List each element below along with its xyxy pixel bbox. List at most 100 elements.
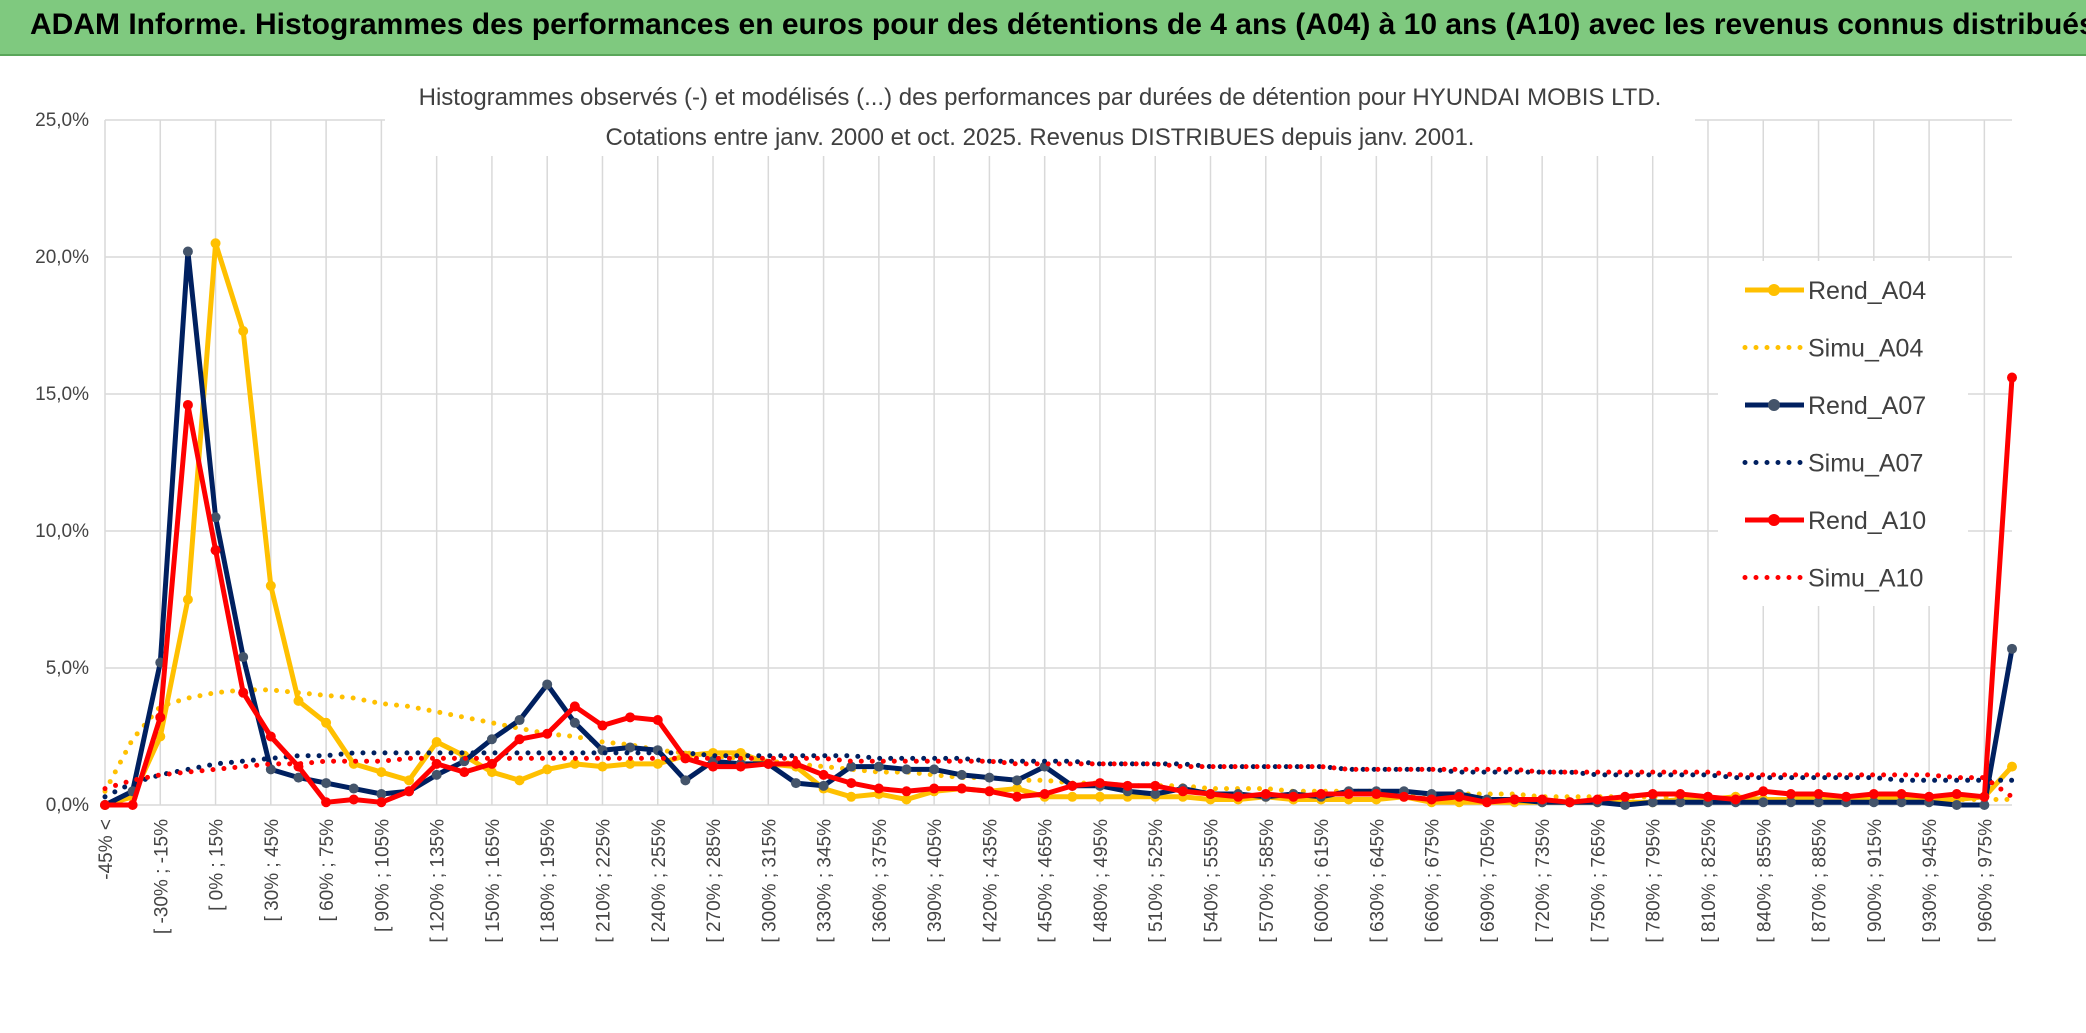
data-point (238, 687, 249, 698)
data-point (321, 717, 332, 728)
data-point (1868, 789, 1879, 800)
data-point (1316, 789, 1327, 800)
data-point (1730, 794, 1741, 805)
data-point (873, 761, 884, 772)
data-point (2007, 643, 2017, 654)
data-point (542, 764, 553, 775)
data-point (210, 512, 221, 523)
data-point (486, 734, 497, 745)
series-line-simu-a10 (102, 755, 2015, 800)
data-point (1288, 791, 1299, 802)
x-tick-label: [ 390% ; 405% (925, 819, 946, 943)
data-point (1481, 797, 1492, 808)
data-point (182, 594, 193, 605)
x-tick-label: [ 450% ; 465% (1036, 819, 1057, 943)
data-point (127, 800, 138, 810)
legend-label: Simu_A04 (1808, 335, 1923, 363)
data-point (901, 764, 912, 775)
x-tick-label: [ 660% ; 675% (1423, 819, 1444, 943)
data-point (1896, 797, 1907, 808)
x-tick-label: [ 780% ; 795% (1644, 819, 1665, 943)
x-tick-label: [ 240% ; 255% (649, 819, 670, 943)
data-point (1951, 789, 1962, 800)
x-tick-label: [ 720% ; 735% (1533, 819, 1554, 943)
data-point (901, 786, 912, 797)
x-tick-label: [ 870% ; 885% (1810, 819, 1831, 943)
x-tick-label: [ 750% ; 765% (1588, 819, 1609, 943)
data-point (100, 800, 110, 810)
data-point (984, 772, 995, 783)
data-point (569, 717, 580, 728)
data-point (238, 325, 249, 336)
data-point (265, 580, 276, 591)
data-point (1675, 797, 1686, 808)
data-point (1537, 794, 1548, 805)
data-point (1951, 800, 1962, 810)
x-tick-label: [ 150% ; 165% (483, 819, 504, 943)
data-point (680, 775, 691, 786)
legend: Rend_A04 Simu_A04 Rend_A07 Simu_A07 Rend_A10… (1718, 261, 1968, 606)
x-tick-label: [ 210% ; 225% (593, 819, 614, 943)
data-point (1150, 780, 1161, 791)
data-point (1177, 786, 1188, 797)
legend-marker (1768, 284, 1780, 296)
data-point (1758, 786, 1769, 797)
data-point (1564, 797, 1575, 808)
data-point (818, 780, 829, 791)
data-point (1758, 797, 1769, 808)
data-point (238, 652, 249, 663)
data-point (956, 769, 967, 780)
data-point (1150, 789, 1161, 800)
data-point (1094, 791, 1105, 802)
data-point (790, 758, 801, 769)
data-point (1260, 789, 1271, 800)
data-point (348, 783, 359, 794)
data-point (1012, 783, 1023, 794)
data-point (652, 715, 663, 726)
data-point (431, 769, 442, 780)
x-tick-label: [ 630% ; 645% (1367, 819, 1388, 943)
data-point (542, 679, 553, 690)
data-point (846, 778, 857, 789)
x-tick-label: [ 930% ; 945% (1920, 819, 1941, 943)
data-point (901, 794, 912, 805)
data-point (625, 758, 636, 769)
data-point (652, 758, 663, 769)
y-tick-label: 15,0% (35, 384, 89, 405)
data-point (1343, 789, 1354, 800)
legend-label: Rend_A04 (1808, 277, 1926, 305)
data-point (459, 767, 470, 778)
chart-subtitle: Cotations entre janv. 2000 et oct. 2025.… (606, 124, 1475, 151)
data-point (1868, 797, 1879, 808)
series-line-rend-a10 (105, 377, 2015, 808)
data-point (210, 545, 221, 556)
data-point (763, 758, 774, 769)
data-point (1426, 794, 1437, 805)
data-point (404, 775, 415, 786)
data-point (404, 786, 415, 797)
data-point (1122, 780, 1133, 791)
x-tick-label: [ 510% ; 525% (1146, 819, 1167, 943)
data-point (625, 712, 636, 723)
y-axis-tick-labels: 0,0% 5,0% 10,0% 15,0% 20,0% 25,0% (35, 110, 89, 816)
data-point (376, 789, 387, 800)
series-line-rend-a04 (104, 240, 2014, 808)
series-lines (100, 238, 2017, 810)
x-tick-label: [ 90% ; 105% (372, 819, 393, 932)
x-tick-label: [ 120% ; 135% (428, 819, 449, 943)
x-tick-label: [ 690% ; 705% (1478, 819, 1499, 943)
data-point (846, 791, 857, 802)
data-point (155, 731, 166, 742)
x-tick-label: [ 180% ; 195% (538, 819, 559, 943)
data-point (542, 728, 553, 739)
data-point (929, 764, 940, 775)
series-line-simu-a07 (102, 750, 2015, 800)
data-point (1039, 789, 1050, 800)
data-point (1205, 789, 1216, 800)
data-point (1371, 789, 1382, 800)
data-point (321, 797, 332, 808)
data-point (293, 772, 304, 783)
data-point (1592, 794, 1603, 805)
data-point (1675, 789, 1686, 800)
x-tick-label: [ 420% ; 435% (980, 819, 1001, 943)
